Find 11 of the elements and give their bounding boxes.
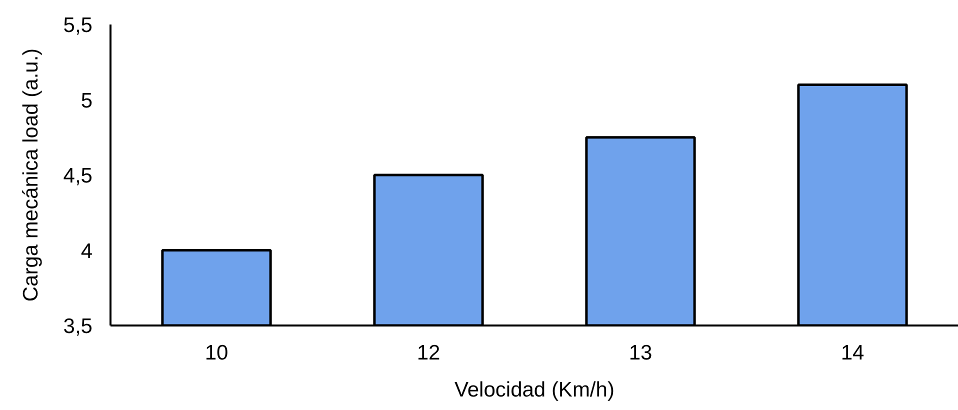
x-tick-label: 14 xyxy=(840,342,864,364)
y-tick-label: 4 xyxy=(80,240,93,263)
x-tick-label: 12 xyxy=(416,342,440,364)
y-tick-label: 5 xyxy=(80,89,93,112)
x-tick-label: 10 xyxy=(204,342,228,364)
x-axis-title: Velocidad (Km/h) xyxy=(454,378,614,402)
y-axis-title: Carga mecánica load (a.u.) xyxy=(19,48,42,302)
y-tick-label: 4,5 xyxy=(63,164,93,188)
y-tick-label: 5,5 xyxy=(63,14,93,37)
x-tick-label: 13 xyxy=(628,342,652,364)
y-tick-label: 3,5 xyxy=(63,315,93,338)
